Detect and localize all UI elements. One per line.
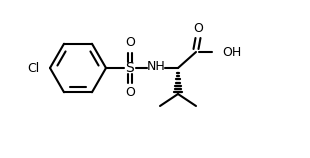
Text: Cl: Cl [28,61,40,75]
Text: OH: OH [222,46,241,58]
Text: NH: NH [147,61,165,73]
Text: S: S [126,61,134,75]
Text: O: O [125,36,135,49]
Text: O: O [125,86,135,100]
Text: O: O [193,22,203,36]
